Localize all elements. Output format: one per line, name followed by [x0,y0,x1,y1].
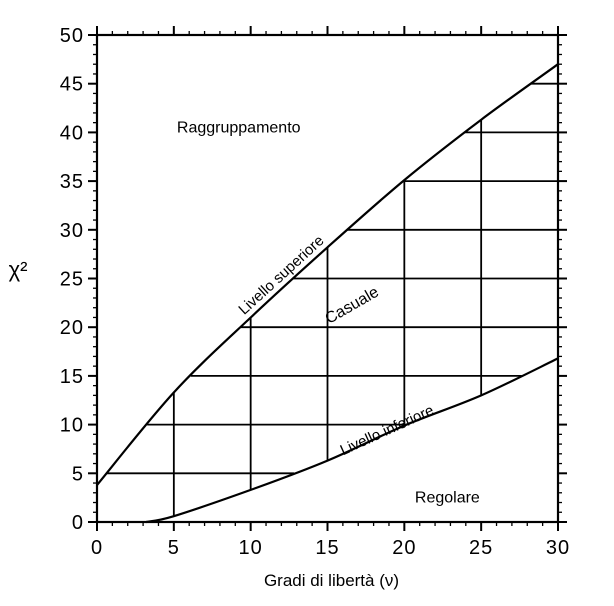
x-tick-label: 10 [239,537,263,559]
upper-limit-curve [96,63,559,486]
band-grid [106,82,558,517]
y-tick-label: 5 [72,463,84,485]
lower-limit-curve [145,357,559,524]
region-label-raggruppamento: Raggruppamento [177,119,301,136]
y-tick-label: 25 [60,269,84,291]
y-tick-label: 40 [60,122,84,144]
region-label-regolare: Regolare [415,490,480,507]
curves [96,63,559,524]
y-tick-label: 30 [60,220,84,242]
y-tick-label: 20 [60,317,84,339]
x-tick-label: 30 [546,537,570,559]
y-tick-label: 0 [72,512,84,534]
x-tick-label: 5 [168,537,180,559]
y-axis-label: χ² [9,257,28,282]
x-tick-label: 20 [392,537,416,559]
y-tick-label: 15 [60,366,84,388]
x-tick-label: 25 [469,537,493,559]
axis-ticks: 0 5 10 15 20 25 30 35 40 45 50 0 5 10 15 20 25 30 [60,25,570,559]
x-tick-label: 15 [315,537,339,559]
y-tick-label: 45 [60,74,84,96]
x-tick-label: 0 [91,537,103,559]
y-tick-label: 50 [60,25,84,47]
y-tick-label: 10 [60,415,84,437]
x-axis-label: Gradi di libertà (ν) [264,571,399,590]
y-tick-label: 35 [60,171,84,193]
